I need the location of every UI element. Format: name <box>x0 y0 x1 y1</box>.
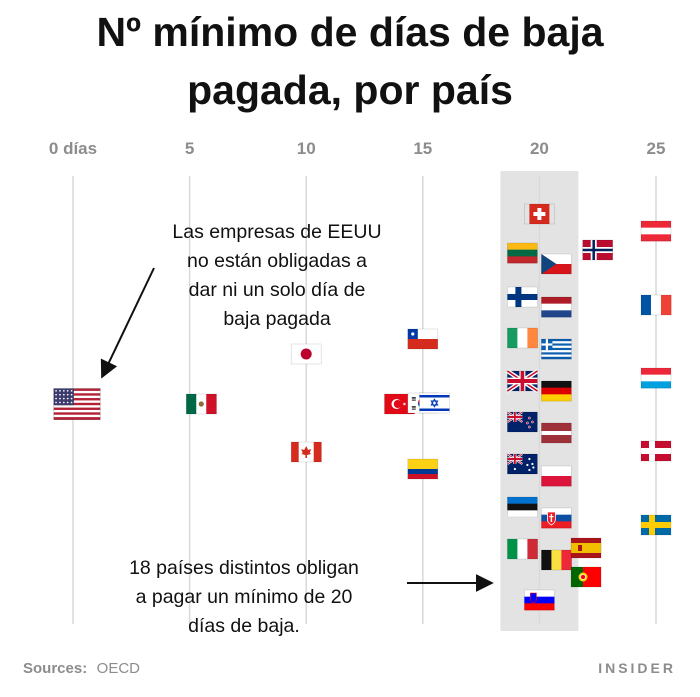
austria-flag <box>640 220 672 242</box>
annotation-20-days: 18 países distintos obligan a pagar un m… <box>129 557 494 637</box>
annotation-us-line-1: Las empresas de EEUU <box>172 221 381 243</box>
chile-flag <box>407 328 439 350</box>
sweden-flag <box>640 514 672 536</box>
annotation-20-days-line-1: 18 países distintos obligan <box>129 557 359 579</box>
portugal-flag <box>570 566 602 588</box>
annotation-us-line-2: no están obligadas a <box>187 250 367 272</box>
annotation-20-days-line-3: días de baja. <box>188 615 300 637</box>
source-note: Sources: OECD <box>23 660 140 677</box>
chart-title-line-2: pagada, por país <box>187 67 513 113</box>
x-tick-label: 0 días <box>49 139 97 158</box>
poland-flag <box>541 465 572 487</box>
netherlands-flag <box>541 296 572 318</box>
switzerland-flag <box>524 203 555 225</box>
uk-flag <box>506 369 539 393</box>
denmark-flag <box>640 440 672 462</box>
estonia-flag <box>507 496 538 518</box>
colombia-flag <box>407 458 439 480</box>
luxembourg-flag <box>640 367 672 389</box>
annotation-us: Las empresas de EEUU no están obligadas … <box>100 221 382 379</box>
australia-flag <box>506 453 538 475</box>
new-zealand-flag <box>506 411 538 433</box>
italy-flag <box>507 538 538 560</box>
israel-flag <box>419 392 450 414</box>
x-tick-label: 10 <box>297 139 316 158</box>
spain-flag <box>570 537 602 559</box>
source-label: Sources: <box>23 660 87 677</box>
annotation-us-arrow <box>100 267 155 379</box>
annotation-us-line-3: dar ni un solo día de <box>189 279 366 301</box>
greece-flag <box>541 338 572 360</box>
chart-title-line-1: Nº mínimo de días de baja <box>96 9 604 55</box>
france-flag <box>640 294 672 316</box>
x-tick-label: 20 <box>530 139 549 158</box>
annotation-20-days-line-2: a pagar un mínimo de 20 <box>136 586 353 608</box>
turkey-flag <box>384 393 415 415</box>
annotation-us-line-4: baja pagada <box>223 308 331 330</box>
mexico-flag <box>185 393 217 415</box>
germany-flag <box>541 380 572 402</box>
x-tick-label: 15 <box>413 139 432 158</box>
insider-logo: INSIDER <box>598 660 676 676</box>
belgium-flag <box>541 549 572 571</box>
czech-flag <box>541 253 572 275</box>
slovakia-flag <box>541 507 572 529</box>
source-value: OECD <box>97 660 141 677</box>
x-tick-label: 5 <box>185 139 194 158</box>
canada-flag <box>290 441 322 463</box>
finland-flag <box>507 286 538 308</box>
slovenia-flag <box>524 589 555 611</box>
latvia-flag <box>541 422 572 444</box>
japan-flag <box>290 343 322 365</box>
lithuania-flag <box>507 242 538 264</box>
ireland-flag <box>507 327 538 349</box>
x-tick-label: 25 <box>647 139 666 158</box>
us-flag <box>53 388 101 420</box>
norway-flag <box>582 239 614 261</box>
